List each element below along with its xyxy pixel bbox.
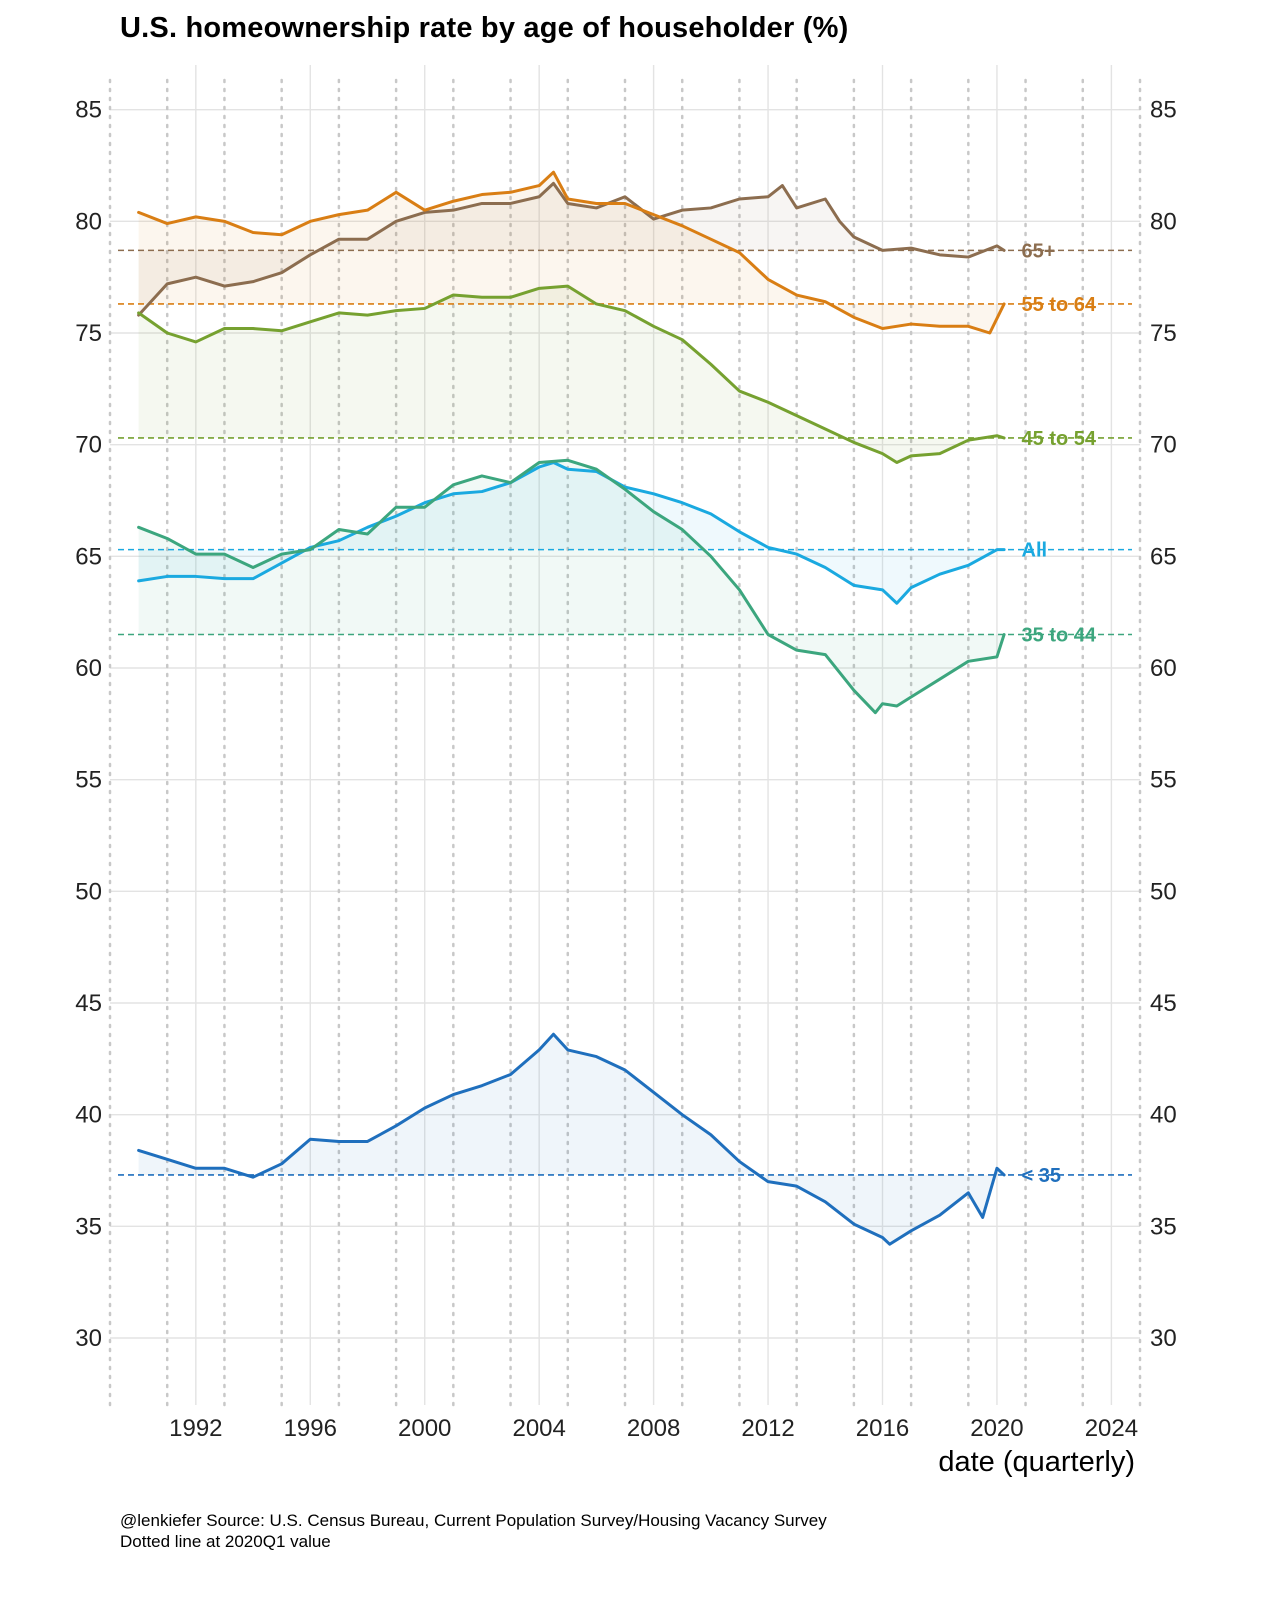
caption: @lenkiefer Source: U.S. Census Bureau, C… [120,1510,827,1552]
y-tick-label-right: 75 [1150,320,1177,347]
y-tick-label-right: 45 [1150,990,1177,1017]
series-label-0: 65+ [1022,240,1056,262]
series-label-2: 45 to 54 [1022,428,1097,450]
caption-line-note: Dotted line at 2020Q1 value [120,1532,331,1551]
series-label-4: 35 to 44 [1022,625,1097,647]
series-line-4 [137,458,1006,715]
y-tick-label-right: 50 [1150,878,1177,905]
y-tick-label-right: 80 [1150,208,1177,235]
series-label-1: 55 to 64 [1022,294,1097,316]
x-tick-label: 2016 [856,1415,909,1442]
y-tick-label-right: 30 [1150,1325,1177,1352]
y-tick-label-right: 55 [1150,767,1177,794]
x-axis-label: date (quarterly) [938,1446,1135,1478]
grid-layer [108,65,1142,1407]
reference-lines [118,249,1132,1176]
y-tick-label-right: 85 [1150,97,1177,124]
series-area-2 [138,286,1005,463]
y-tick-label-left: 40 [75,1102,102,1129]
y-tick-label-left: 75 [75,320,102,347]
series-labels: 65+ 55 to 64 45 to 54 All 35 to 44 < 35 [1022,240,1097,1187]
y-tick-label-left: 85 [75,97,102,124]
y-tick-label-left: 45 [75,990,102,1017]
x-tick-label: 2004 [512,1415,565,1442]
x-tick-label: 2020 [970,1415,1023,1442]
fill-layer [138,172,1005,1245]
y-tick-label-right: 70 [1150,432,1177,459]
x-tick-label: 2012 [741,1415,794,1442]
y-tick-label-left: 55 [75,767,102,794]
series-line-2 [137,284,1006,465]
y-tick-label-right: 35 [1150,1213,1177,1240]
y-tick-label-right: 60 [1150,655,1177,682]
series-line-1 [137,170,1006,335]
y-tick-label-left: 50 [75,878,102,905]
y-tick-label-left: 30 [75,1325,102,1352]
series-area-4 [138,460,1005,713]
series-label-5: < 35 [1022,1165,1061,1187]
caption-line-source: @lenkiefer Source: U.S. Census Bureau, C… [120,1511,827,1530]
chart-title: U.S. homeownership rate by age of househ… [120,12,849,44]
series-area-0 [138,183,1005,316]
series-line-0 [137,181,1006,317]
y-tick-label-left: 80 [75,208,102,235]
tick-labels: 30 30 35 35 40 40 45 45 50 50 55 55 60 60 65 65 70 70 75 75… [75,97,1176,1442]
x-tick-label: 2000 [398,1415,451,1442]
x-tick-label: 2024 [1085,1415,1138,1442]
y-tick-label-left: 65 [75,543,102,570]
x-tick-label: 2008 [627,1415,680,1442]
y-tick-label-right: 40 [1150,1102,1177,1129]
series-label-3: All [1022,540,1048,562]
series-line-3 [137,461,1006,605]
series-area-5 [138,1034,1005,1245]
y-tick-label-left: 60 [75,655,102,682]
x-tick-label: 1992 [169,1415,222,1442]
y-tick-label-left: 35 [75,1213,102,1240]
series-lines [137,170,1006,1246]
y-tick-label-left: 70 [75,432,102,459]
series-line-5 [137,1032,1006,1246]
series-area-3 [138,462,1005,604]
x-tick-label: 1996 [284,1415,337,1442]
y-tick-label-right: 65 [1150,543,1177,570]
